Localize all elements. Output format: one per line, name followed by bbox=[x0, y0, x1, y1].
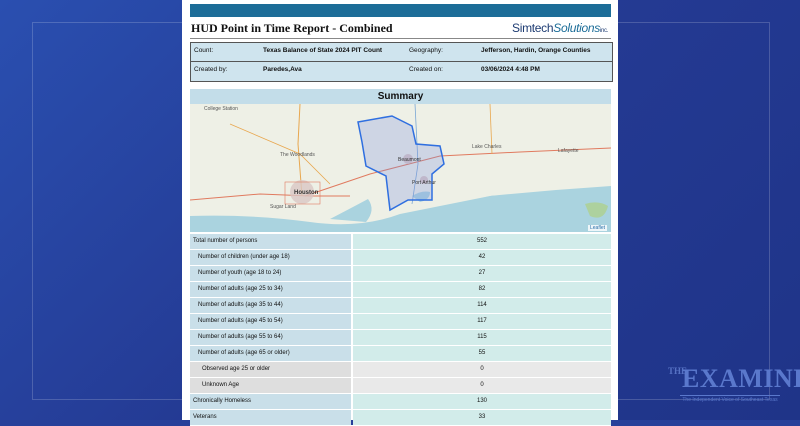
map-canvas bbox=[190, 104, 611, 232]
row-label: Unknown Age bbox=[190, 378, 351, 393]
table-row: Chronically Homeless 130 bbox=[190, 394, 611, 410]
geography-value: Jefferson, Hardin, Orange Counties bbox=[481, 47, 591, 54]
row-value: 552 bbox=[353, 234, 611, 249]
row-value: 115 bbox=[353, 330, 611, 345]
table-row: Number of adults (age 55 to 64) 115 bbox=[190, 330, 611, 346]
table-row: Number of children (under age 18) 42 bbox=[190, 250, 611, 266]
map-label-port-arthur: Port Arthur bbox=[412, 180, 436, 186]
row-label: Veterans bbox=[190, 410, 351, 425]
leaflet-attribution[interactable]: Leaflet bbox=[587, 225, 607, 231]
map-label-beaumont: Beaumont bbox=[398, 157, 421, 163]
geography-label: Geography: bbox=[409, 47, 443, 54]
row-label: Number of children (under age 18) bbox=[190, 250, 351, 265]
table-row: Number of adults (age 25 to 34) 82 bbox=[190, 282, 611, 298]
map-label-sugar-land: Sugar Land bbox=[270, 204, 296, 210]
table-row: Observed age 25 or older 0 bbox=[190, 362, 611, 378]
table-row: Number of adults (age 35 to 44) 114 bbox=[190, 298, 611, 314]
info-row-created: Created by: Paredes,Ava Created on: 03/0… bbox=[191, 62, 612, 80]
row-label: Total number of persons bbox=[190, 234, 351, 249]
summary-heading: Summary bbox=[190, 89, 611, 104]
brand-name-a: Simtech bbox=[512, 21, 554, 35]
report-info-box: Count: Texas Balance of State 2024 PIT C… bbox=[190, 42, 613, 82]
map-label-lafayette: Lafayette bbox=[558, 148, 579, 154]
report-top-bar bbox=[190, 4, 611, 17]
table-row: Number of adults (age 45 to 54) 117 bbox=[190, 314, 611, 330]
table-row: Number of adults (age 65 or older) 55 bbox=[190, 346, 611, 362]
count-label: Count: bbox=[194, 47, 214, 54]
brand-inc: inc. bbox=[599, 28, 609, 34]
row-label: Number of adults (age 25 to 34) bbox=[190, 282, 351, 297]
table-row: Veterans 33 bbox=[190, 410, 611, 426]
header-divider bbox=[190, 38, 611, 39]
row-value: 130 bbox=[353, 394, 611, 409]
row-value: 82 bbox=[353, 282, 611, 297]
row-value: 55 bbox=[353, 346, 611, 361]
row-label: Chronically Homeless bbox=[190, 394, 351, 409]
row-value: 114 bbox=[353, 298, 611, 313]
created-by-value: Paredes,Ava bbox=[263, 66, 302, 73]
created-on-label: Created on: bbox=[409, 66, 443, 73]
count-value: Texas Balance of State 2024 PIT Count bbox=[263, 47, 383, 54]
table-row: Number of youth (age 18 to 24) 27 bbox=[190, 266, 611, 282]
examiner-watermark: THE EXAMINER The Independent Voice of So… bbox=[664, 362, 800, 410]
row-label: Number of adults (age 55 to 64) bbox=[190, 330, 351, 345]
row-label: Number of youth (age 18 to 24) bbox=[190, 266, 351, 281]
row-label: Number of adults (age 65 or older) bbox=[190, 346, 351, 361]
watermark-the: THE bbox=[668, 366, 688, 376]
summary-map[interactable]: College Station The Woodlands Houston Su… bbox=[190, 104, 611, 232]
brand-name-b: Solutions bbox=[553, 21, 600, 35]
report-document: HUD Point in Time Report - Combined Simt… bbox=[182, 0, 618, 426]
row-label: Number of adults (age 35 to 44) bbox=[190, 298, 351, 313]
report-title: HUD Point in Time Report - Combined bbox=[191, 21, 393, 35]
row-value: 42 bbox=[353, 250, 611, 265]
map-label-lake-charles: Lake Charles bbox=[472, 144, 502, 150]
row-value: 0 bbox=[353, 362, 611, 377]
row-value: 27 bbox=[353, 266, 611, 281]
watermark-tagline: The Independent Voice of Southeast Texas bbox=[680, 395, 780, 403]
table-row: Unknown Age 0 bbox=[190, 378, 611, 394]
map-label-woodlands: The Woodlands bbox=[280, 152, 315, 158]
created-on-value: 03/06/2024 4:48 PM bbox=[481, 66, 540, 73]
watermark-name: EXAMINER bbox=[682, 364, 800, 393]
summary-table: Total number of persons 552 Number of chil… bbox=[190, 234, 611, 426]
map-label-college-station: College Station bbox=[204, 106, 238, 112]
map-label-houston: Houston bbox=[294, 190, 319, 196]
row-value: 33 bbox=[353, 410, 611, 425]
row-label: Observed age 25 or older bbox=[190, 362, 351, 377]
row-label: Number of adults (age 45 to 54) bbox=[190, 314, 351, 329]
row-value: 0 bbox=[353, 378, 611, 393]
info-row-count: Count: Texas Balance of State 2024 PIT C… bbox=[191, 43, 612, 62]
row-value: 117 bbox=[353, 314, 611, 329]
created-by-label: Created by: bbox=[194, 66, 228, 73]
table-row: Total number of persons 552 bbox=[190, 234, 611, 250]
simtech-logo: SimtechSolutionsinc. bbox=[512, 21, 608, 35]
